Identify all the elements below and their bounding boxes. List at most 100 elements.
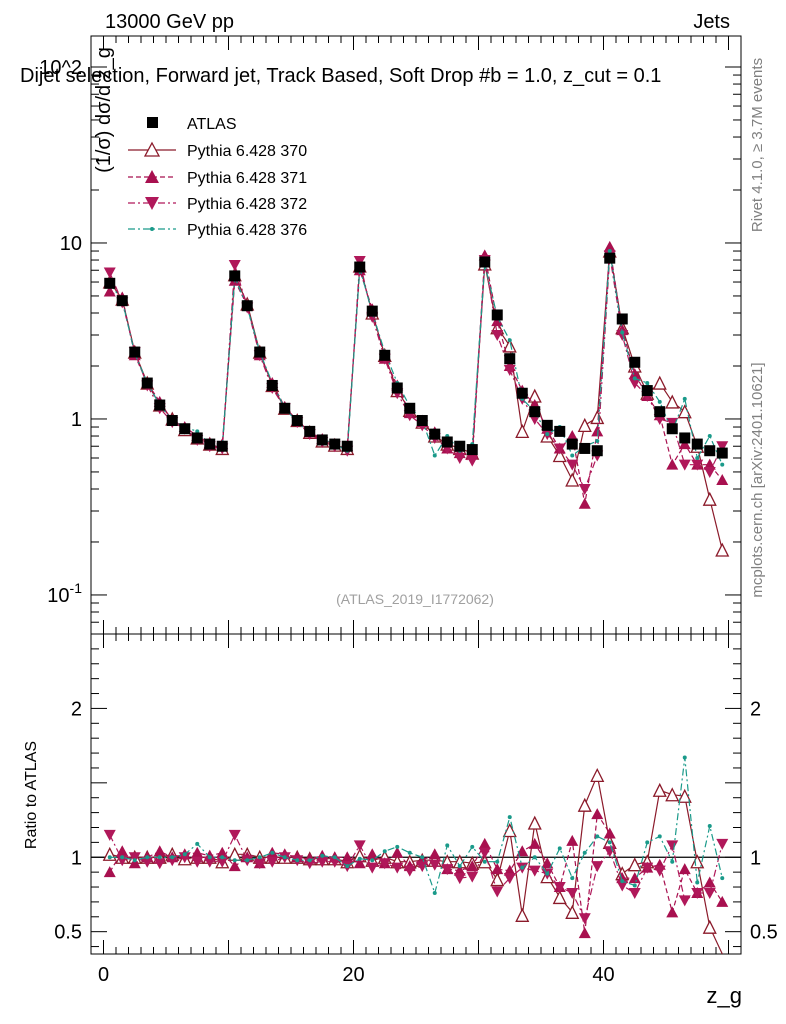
main-data-point [429,428,441,440]
ratio-data-point [553,882,566,894]
header-right: Jets [693,11,730,33]
main-data-point [379,349,391,361]
ratio-data-point [370,858,375,863]
legend-label-376: Pythia 6.428 376 [187,222,307,239]
analysis-watermark: (ATLAS_2019_I1772062) [336,591,494,607]
main-data-point [479,256,491,268]
main-data-point [607,249,612,254]
ratio-data-point [703,876,716,888]
main-data-point [416,415,428,427]
ratio-data-point [490,872,505,887]
main-data-point [554,425,566,437]
main-series-atlas [104,252,728,459]
ratio-data-point [195,841,200,846]
main-data-point [466,455,479,467]
ratio-data-point [527,815,542,830]
main-data-point [366,305,378,317]
ratio-data-point [191,856,204,868]
ratio-data-point [491,863,504,875]
ratio-data-point [382,849,387,854]
ratio-data-point [607,840,612,845]
ratio-series-pythia-6.428-376 [107,755,725,896]
main-data-point [316,434,328,446]
main-data-point [541,419,553,431]
main-data-point [529,406,541,418]
ratio-axes: 0 20 40 0.5 0.5 1 1 2 2 [54,634,778,986]
ratio-data-point [628,887,641,899]
ratio-data-point [532,855,537,860]
main-data-point [515,423,530,439]
ratio-data-point [457,864,462,869]
main-data-point [154,399,166,411]
ratio-data-point [407,850,412,855]
ratio-data-point [707,824,712,828]
ratio-data-point [666,840,679,852]
ratio-data-point [191,846,204,858]
ratio-data-point [316,856,329,868]
ratio-data-point [428,859,441,871]
ratio-data-point [107,855,112,860]
ratio-y-tick-label-right: 0.5 [750,922,778,944]
main-data-point [266,379,278,391]
ratio-data-point [603,827,616,839]
ratio-data-point [678,895,691,907]
main-data-point [595,438,600,443]
ratio-data-point [170,855,175,860]
main-data-point [620,330,625,335]
ratio-data-point [395,844,400,849]
ratio-y-axis-label: Ratio to ATLAS [23,741,40,849]
ratio-data-point [216,856,229,868]
legend-label-372: Pythia 6.428 372 [187,196,307,213]
ratio-data-point [720,876,725,881]
ratio-data-point [441,864,454,876]
main-data-point [652,375,667,390]
ratio-data-point [470,844,475,849]
ratio-data-point [120,855,125,860]
main-data-point [404,402,416,414]
legend-entry-376: Pythia 6.428 376 [128,222,307,239]
main-data-point [628,378,641,390]
ratio-data-point [502,823,517,838]
main-data-point [645,381,650,386]
main-data-point [716,441,729,453]
main-data-point [432,453,437,458]
main-data-point [566,438,578,450]
ratio-data-point [303,858,316,870]
ratio-data-point [453,864,466,876]
main-data-point [103,267,116,279]
main-data-point [204,438,216,450]
ratio-data-point [545,871,550,876]
ratio-data-point [632,883,637,888]
ratio-data-point [552,889,567,905]
ratio-data-point [670,859,675,864]
main-data-point [565,472,580,487]
ratio-data-point [666,906,679,918]
ratio-data-point [420,855,425,860]
main-data-point [695,456,700,461]
ratio-data-point [228,829,241,841]
ratio-data-point [491,886,504,898]
legend-marker-370 [143,141,161,157]
ratio-data-point [416,861,429,873]
x-tick-label: 40 [592,964,614,986]
main-data-point [116,295,128,307]
ratio-data-point [657,834,662,839]
main-data-point [715,542,730,557]
main-data-point [566,459,579,471]
ratio-data-point [466,871,479,883]
ratio-data-point [503,873,516,885]
ratio-data-point [403,865,416,877]
main-data-point [503,364,516,376]
main-data-point [216,440,228,452]
ratio-data-point [270,850,275,855]
main-data-point [716,473,729,485]
main-data-point [702,491,717,506]
legend-marker-atlas [147,117,158,128]
ratio-data-point [716,838,729,850]
ratio-data-point [690,854,705,869]
main-data-point [553,443,566,455]
main-data-point [603,240,616,252]
main-y-tick-label: 10 [60,233,82,255]
main-series-line [109,250,723,551]
ratio-series-group [102,755,729,955]
